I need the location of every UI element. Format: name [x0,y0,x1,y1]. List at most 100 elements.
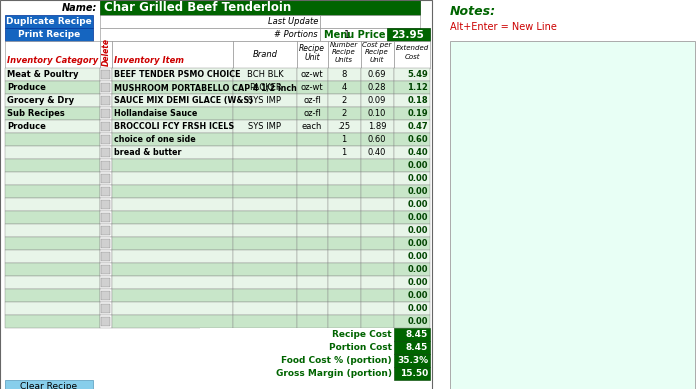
Bar [320,28,420,41]
Bar [5,146,100,159]
Bar [394,185,430,198]
Text: SAUCE MIX DEMI GLACE (W&S): SAUCE MIX DEMI GLACE (W&S) [114,96,253,105]
Text: Produce: Produce [7,83,46,92]
Text: Unit: Unit [370,57,384,63]
Bar [394,159,430,172]
Bar [5,28,93,41]
Bar [5,120,100,133]
Text: # Portions: # Portions [274,30,318,39]
Text: 0.00: 0.00 [407,161,428,170]
Bar [100,315,112,328]
Bar [361,146,394,159]
Text: oz-wt: oz-wt [301,70,323,79]
Text: 0.00: 0.00 [407,265,428,274]
Bar [233,263,297,276]
Bar [328,172,361,185]
Bar [328,94,361,107]
Text: 0.60: 0.60 [368,135,386,144]
Bar [233,237,297,250]
Bar [5,276,100,289]
Text: 0.00: 0.00 [407,291,428,300]
Text: SYS IMP: SYS IMP [248,96,281,105]
Bar [361,120,394,133]
Text: oz-fl: oz-fl [303,96,321,105]
Bar [394,107,430,120]
Bar [233,224,297,237]
Bar [328,302,361,315]
Bar [112,198,233,211]
Text: oz-wt: oz-wt [301,83,323,92]
Bar [233,276,297,289]
Bar [328,263,361,276]
Bar [112,41,233,68]
Bar [100,250,112,263]
Bar [5,81,100,94]
Text: 23.95: 23.95 [391,30,424,40]
Bar [328,81,361,94]
Text: Extended: Extended [395,45,428,51]
Bar [112,276,233,289]
Bar [101,174,110,183]
Bar [233,302,297,315]
Bar [5,211,100,224]
Text: SYS IMP: SYS IMP [248,122,281,131]
Bar [101,291,110,300]
Bar [5,172,100,185]
Text: oz-fl: oz-fl [303,109,321,118]
Text: 15.50: 15.50 [400,369,428,378]
Text: Grocery & Dry: Grocery & Dry [7,96,74,105]
Text: 5.49: 5.49 [407,70,428,79]
Bar [101,109,110,118]
Bar [394,198,430,211]
Text: Recipe Cost: Recipe Cost [332,330,392,339]
Bar [361,237,394,250]
Text: Unit: Unit [304,53,320,61]
Bar [101,239,110,248]
Text: 0.40: 0.40 [368,148,386,157]
Bar [101,148,110,157]
Bar [328,185,361,198]
Bar [112,94,233,107]
Bar [101,135,110,144]
Bar [361,250,394,263]
Bar [112,68,233,81]
Bar [233,94,297,107]
Bar [297,81,328,94]
Bar [297,68,328,81]
Bar [101,70,110,79]
Bar [100,68,112,81]
Bar [100,172,112,185]
Bar [394,354,430,367]
Text: Gross Margin (portion): Gross Margin (portion) [276,369,392,378]
Bar [394,120,430,133]
Text: 2: 2 [342,96,346,105]
Bar [394,328,430,341]
Text: Print Recipe: Print Recipe [18,30,80,39]
Bar [5,185,100,198]
Text: PACKER: PACKER [248,83,281,92]
Text: 0.00: 0.00 [407,174,428,183]
Bar [297,159,328,172]
Bar [233,120,297,133]
Bar [297,237,328,250]
Bar [112,250,233,263]
Text: Inventory Category: Inventory Category [7,56,98,65]
Bar [450,41,695,389]
Bar [297,172,328,185]
Text: Units: Units [335,57,353,63]
Bar [328,41,361,68]
Bar [100,159,112,172]
Bar [233,68,297,81]
Text: 0.00: 0.00 [407,278,428,287]
Bar [361,315,394,328]
Bar [297,302,328,315]
Bar [101,83,110,92]
Text: 1: 1 [342,135,346,144]
Text: Meat & Poultry: Meat & Poultry [7,70,78,79]
Bar [361,276,394,289]
Bar [394,41,430,68]
Text: 0.28: 0.28 [368,83,386,92]
Bar [361,159,394,172]
Text: 1.89: 1.89 [368,122,386,131]
Bar [5,41,100,68]
